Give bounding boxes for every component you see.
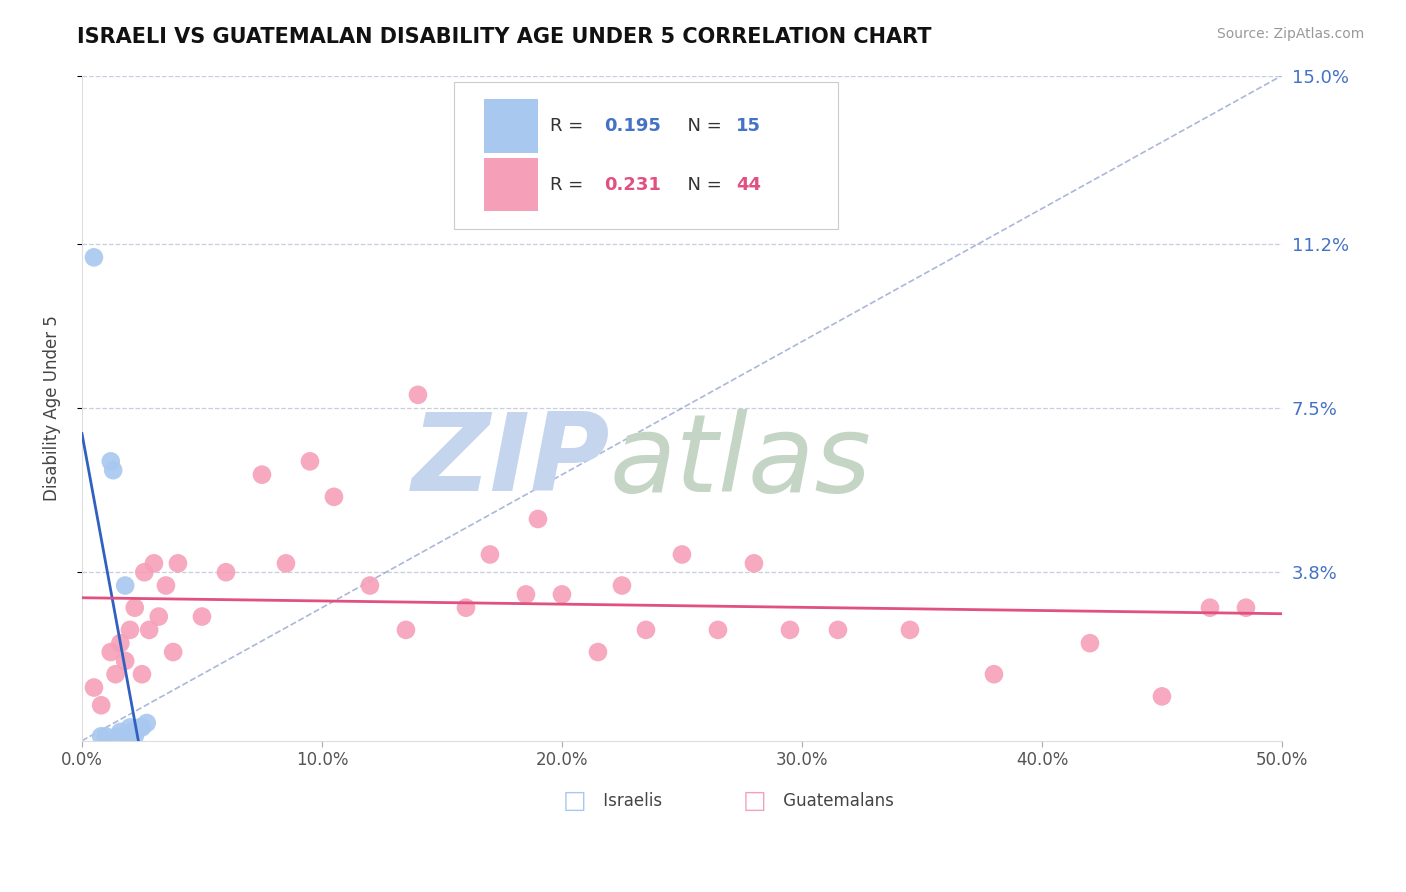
Point [707, 623, 730, 637]
Point [898, 623, 921, 637]
Text: N =: N = [676, 117, 727, 135]
Point [274, 557, 297, 571]
Point [1234, 600, 1257, 615]
Text: □: □ [742, 789, 766, 813]
Text: atlas: atlas [610, 409, 872, 514]
Point [135, 716, 157, 731]
Point [250, 467, 273, 482]
Text: Israelis: Israelis [598, 791, 662, 810]
Point [155, 578, 177, 592]
Point [114, 729, 136, 743]
Point [148, 609, 170, 624]
Point [162, 645, 184, 659]
Point [107, 729, 129, 743]
Point [100, 645, 122, 659]
Point [454, 600, 477, 615]
Point [527, 512, 550, 526]
FancyBboxPatch shape [454, 82, 838, 228]
Point [1150, 690, 1173, 704]
Point [90, 729, 112, 743]
Point [101, 463, 124, 477]
Text: □: □ [562, 789, 586, 813]
Point [104, 667, 127, 681]
Point [515, 587, 537, 601]
Point [586, 645, 609, 659]
Point [742, 557, 765, 571]
Text: 44: 44 [735, 176, 761, 194]
Point [114, 654, 136, 668]
Point [478, 548, 501, 562]
Text: Guatemalans: Guatemalans [778, 791, 894, 810]
Point [215, 566, 238, 580]
Point [406, 388, 429, 402]
Text: 15: 15 [735, 117, 761, 135]
Point [83, 251, 105, 265]
Text: ZIP: ZIP [412, 409, 610, 515]
Point [142, 557, 165, 571]
Point [134, 566, 156, 580]
Y-axis label: Disability Age Under 5: Disability Age Under 5 [44, 315, 60, 501]
Point [118, 623, 141, 637]
Point [983, 667, 1005, 681]
Point [551, 587, 574, 601]
Point [83, 681, 105, 695]
Point [110, 724, 132, 739]
Text: 0.231: 0.231 [605, 176, 661, 194]
Point [131, 667, 153, 681]
Point [298, 454, 321, 468]
Point [323, 490, 346, 504]
Point [100, 454, 122, 468]
Text: 0.195: 0.195 [605, 117, 661, 135]
Point [634, 623, 657, 637]
Point [138, 623, 160, 637]
Point [671, 548, 693, 562]
Point [827, 623, 849, 637]
Point [191, 609, 214, 624]
Point [1199, 600, 1222, 615]
Point [94, 729, 117, 743]
Bar [484, 158, 538, 211]
Text: N =: N = [676, 176, 727, 194]
Point [90, 698, 112, 713]
Point [128, 721, 150, 735]
Point [110, 636, 132, 650]
Text: R =: R = [550, 117, 589, 135]
Text: Source: ZipAtlas.com: Source: ZipAtlas.com [1216, 27, 1364, 41]
Point [114, 578, 136, 592]
Point [167, 557, 190, 571]
Point [124, 729, 146, 743]
Point [395, 623, 418, 637]
Point [124, 600, 146, 615]
Point [1078, 636, 1101, 650]
Bar [484, 100, 538, 153]
Point [779, 623, 801, 637]
Point [131, 721, 153, 735]
Point [610, 578, 633, 592]
Point [118, 721, 141, 735]
Point [359, 578, 381, 592]
Text: R =: R = [550, 176, 589, 194]
Text: ISRAELI VS GUATEMALAN DISABILITY AGE UNDER 5 CORRELATION CHART: ISRAELI VS GUATEMALAN DISABILITY AGE UND… [77, 27, 932, 46]
Point [121, 724, 143, 739]
